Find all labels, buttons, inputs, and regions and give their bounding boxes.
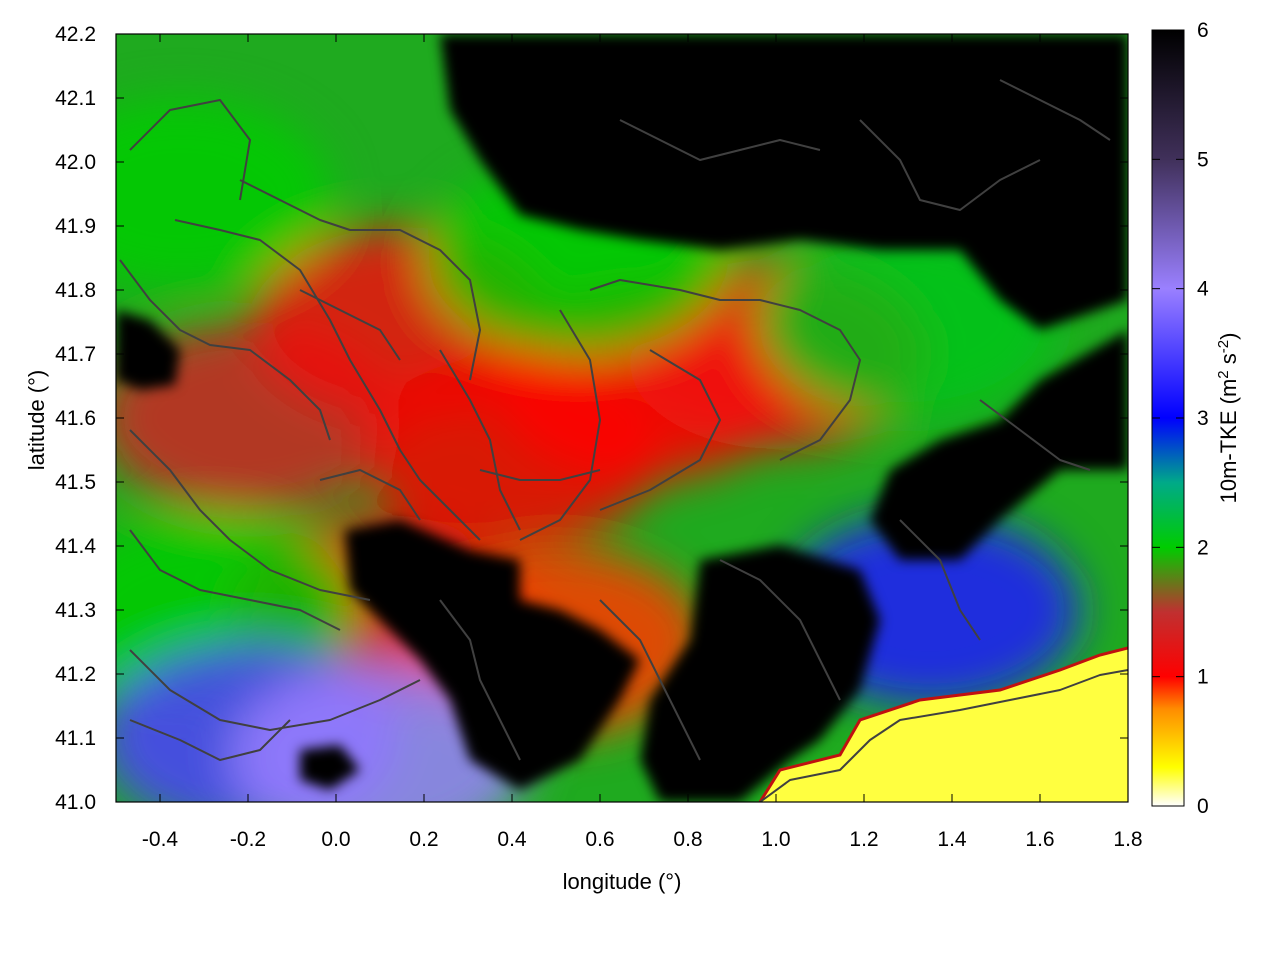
high-tke-region-southeast <box>640 545 880 802</box>
colorbar-ticks: 0 1 2 3 4 5 6 <box>1152 19 1209 818</box>
x-tick-label: 1.6 <box>1025 828 1054 851</box>
contour-line <box>299 289 401 361</box>
contour-line <box>479 469 601 481</box>
x-tick-label: 1.8 <box>1113 828 1142 851</box>
contour-line <box>119 259 331 441</box>
contour-line <box>129 99 251 201</box>
x-axis-label: longitude (°) <box>563 869 682 894</box>
x-tick-label: 0.6 <box>585 828 614 851</box>
tke-region <box>116 99 332 289</box>
contour-line <box>979 399 1091 471</box>
contour-line <box>589 279 861 461</box>
contour-line <box>599 349 721 511</box>
y-axis: 41.0 41.1 41.2 41.3 41.4 41.5 41.6 41.7 41.8 41.9… <box>55 23 1128 814</box>
contour-line <box>129 649 421 731</box>
x-tick-label: 0.0 <box>321 828 350 851</box>
y-tick-label: 41.8 <box>55 279 96 302</box>
high-tke-region-south <box>300 745 360 790</box>
colorbar-tick-label: 4 <box>1197 278 1209 301</box>
contour-line <box>859 119 1041 211</box>
contour-line <box>519 309 601 541</box>
y-tick-label: 41.5 <box>55 471 96 494</box>
x-tick-label: 0.8 <box>673 828 702 851</box>
x-tick-label: 1.4 <box>937 828 967 851</box>
high-tke-region-west <box>116 310 180 390</box>
colorbar-tick-label: 2 <box>1197 536 1209 559</box>
contour-line <box>129 719 291 761</box>
y-tick-label: 41.3 <box>55 599 96 622</box>
colorbar-tick-label: 1 <box>1197 666 1209 689</box>
y-tick-label: 41.6 <box>55 407 96 430</box>
x-tick-label: 1.0 <box>761 828 790 851</box>
contour-line <box>129 429 371 601</box>
y-tick-label: 41.9 <box>55 215 96 238</box>
plot-area <box>115 33 1129 803</box>
colorbar-tick-label: 6 <box>1197 19 1209 42</box>
y-tick-label: 42.2 <box>55 23 96 46</box>
contour-line <box>439 599 521 761</box>
tke-field <box>116 34 1128 802</box>
high-tke-region-east <box>870 330 1128 560</box>
x-axis: -0.4 -0.2 0.0 0.2 0.4 0.6 0.8 1.0 1.2 1.4 1.6 1.8 <box>142 34 1143 851</box>
y-tick-label: 41.4 <box>55 535 96 558</box>
high-tke-region-central <box>345 520 640 790</box>
y-tick-label: 41.0 <box>55 791 96 814</box>
contour-line <box>174 219 481 541</box>
high-tke-region-north <box>440 34 1128 330</box>
y-tick-label: 41.2 <box>55 663 96 686</box>
colorbar: 0 1 2 3 4 5 6 10m-TKE (m2 s-2) <box>1151 19 1242 818</box>
y-tick-label: 42.1 <box>55 87 96 110</box>
terrain-contours <box>119 79 1128 802</box>
contour-line <box>439 349 521 531</box>
contour-line <box>129 529 341 631</box>
contour-line <box>899 519 981 641</box>
contour-line <box>999 79 1111 141</box>
coastline <box>758 646 1128 802</box>
colorbar-label: 10m-TKE (m2 s-2) <box>1215 333 1242 504</box>
contour-line <box>619 119 821 161</box>
y-tick-label: 42.0 <box>55 151 96 174</box>
colorbar-tick-label: 5 <box>1197 148 1209 171</box>
x-tick-label: -0.2 <box>230 828 266 851</box>
contour-line <box>319 469 421 521</box>
contour-line <box>759 669 1128 802</box>
colorbar-tick-label: 3 <box>1197 407 1209 430</box>
y-axis-label: latitude (°) <box>24 370 49 471</box>
y-tick-label: 41.1 <box>55 727 96 750</box>
x-tick-label: 0.2 <box>409 828 438 851</box>
colorbar-tick-label: 0 <box>1197 795 1209 818</box>
x-tick-label: 0.4 <box>497 828 527 851</box>
x-tick-label: -0.4 <box>142 828 179 851</box>
sea-region <box>760 648 1128 802</box>
x-tick-label: 1.2 <box>849 828 878 851</box>
y-tick-label: 41.7 <box>55 343 96 366</box>
contour-line <box>239 179 481 381</box>
contour-line <box>599 599 701 761</box>
contour-line <box>719 559 841 701</box>
